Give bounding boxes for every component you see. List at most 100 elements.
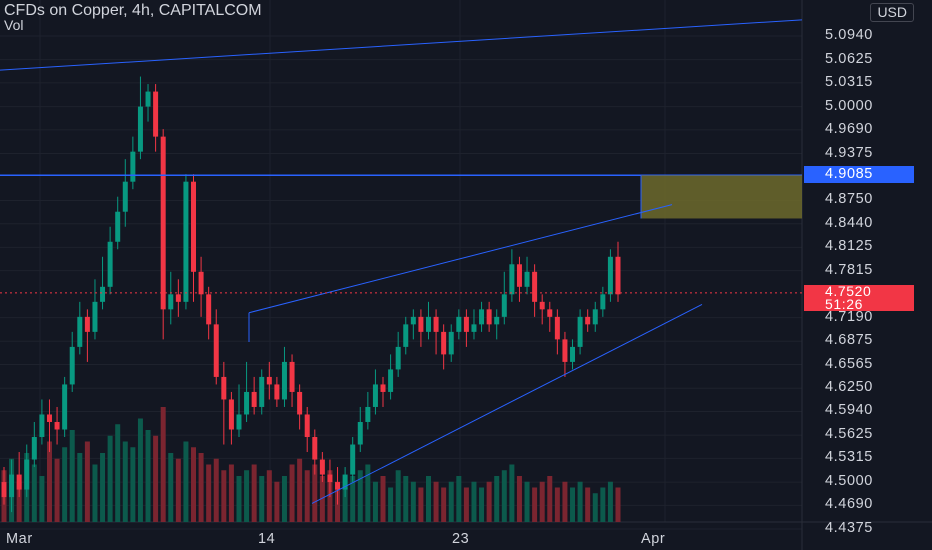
volume-bar <box>31 464 37 522</box>
price-tick-label: 4.5000 <box>825 473 873 490</box>
volume-bar <box>479 487 485 522</box>
candle-body <box>365 406 371 422</box>
candle-body <box>600 294 606 310</box>
volume-bar <box>312 464 318 522</box>
volume-bar <box>570 487 576 522</box>
candle-body <box>403 324 409 347</box>
candle-body <box>592 309 598 325</box>
volume-bar <box>554 487 560 522</box>
candle-body <box>441 331 447 355</box>
volume-bar <box>16 481 22 522</box>
candle-body <box>297 391 303 415</box>
volume-bar <box>281 476 287 522</box>
volume-bar <box>183 441 189 522</box>
candle-body <box>486 309 492 325</box>
candle-body <box>425 316 431 332</box>
volume-bar <box>592 493 598 522</box>
volume-bar <box>92 464 98 522</box>
volume-bar <box>84 441 90 522</box>
candle-body <box>562 339 568 362</box>
price-tick-label: 4.7815 <box>825 261 873 278</box>
candle-body <box>607 256 613 295</box>
volume-bar <box>456 476 462 522</box>
candle-body <box>244 391 250 415</box>
candle-body <box>585 316 591 325</box>
candle-body <box>266 376 272 385</box>
price-tick-label: 4.5940 <box>825 402 873 419</box>
volume-bar <box>46 441 52 522</box>
candle-body <box>228 399 234 430</box>
volume-bar <box>228 464 234 522</box>
candle-body <box>342 474 348 490</box>
candle-body <box>479 309 485 325</box>
candle-body <box>304 414 310 438</box>
time-tick-label: Mar <box>6 531 33 547</box>
last-price-value: 4.7520 <box>825 283 872 299</box>
volume-bar <box>274 481 280 522</box>
volume-bar <box>297 458 303 522</box>
volume-bar <box>615 487 621 522</box>
candle-body <box>1 482 7 498</box>
candle-body <box>433 316 439 332</box>
volume-bar <box>160 407 166 522</box>
price-tick-label: 4.5625 <box>825 426 873 443</box>
volume-legend[interactable]: Vol <box>4 17 24 33</box>
candle-body <box>77 316 83 347</box>
candle-body <box>418 316 424 332</box>
candle-body <box>168 294 174 310</box>
volume-bar <box>403 476 409 522</box>
candle-body <box>9 474 15 498</box>
volume-bar <box>137 418 143 522</box>
volume-bar <box>463 487 469 522</box>
candle-body <box>39 414 45 438</box>
candle-body <box>160 136 166 310</box>
volume-bar <box>175 458 181 522</box>
volume-bar <box>213 458 219 522</box>
volume-bar <box>448 481 454 522</box>
candle-body <box>372 384 378 407</box>
candle-body <box>615 256 621 295</box>
volume-bar <box>607 481 613 522</box>
symbol-title[interactable]: CFDs on Copper, 4h, CAPITALCOM <box>4 2 262 19</box>
candle-body <box>357 421 363 445</box>
candle-body <box>130 151 136 182</box>
volume-bar <box>244 470 250 522</box>
candle-body <box>122 181 128 212</box>
candle-body <box>524 271 530 287</box>
volume-bar <box>342 487 348 522</box>
price-tick-label: 5.0625 <box>825 50 873 67</box>
candle-body <box>380 384 386 392</box>
volume-bar <box>168 453 174 522</box>
volume-bar <box>350 476 356 522</box>
candle-body <box>274 384 280 400</box>
currency-selector[interactable]: USD <box>870 3 914 22</box>
drawings <box>0 19 803 504</box>
price-tick-label: 4.8125 <box>825 238 873 255</box>
candle-body <box>494 316 500 325</box>
candle-body <box>312 437 318 460</box>
volume-bar <box>486 481 492 522</box>
price-tick-label: 4.5315 <box>825 449 873 466</box>
volume-bar <box>100 453 106 522</box>
volume-bar <box>395 470 401 522</box>
volume-bar <box>418 487 424 522</box>
volume-bar <box>122 441 128 522</box>
price-tick-label: 4.6565 <box>825 355 873 372</box>
candle-body <box>84 316 90 332</box>
candle-body <box>16 474 22 490</box>
volume-bar <box>69 430 75 522</box>
volume-bar <box>62 447 68 522</box>
volume-bar <box>516 476 522 522</box>
price-tick-label: 5.0940 <box>825 27 873 43</box>
candle-body <box>388 369 394 392</box>
volume-bar <box>562 481 568 522</box>
time-tick-label: 23 <box>452 531 470 547</box>
volume-bar <box>539 481 545 522</box>
channel-upper-line <box>248 204 673 314</box>
candle-body <box>327 474 333 483</box>
volume-bar <box>372 481 378 522</box>
candle-body <box>46 414 52 422</box>
candle-body <box>289 361 295 392</box>
volume-bar <box>130 447 136 522</box>
